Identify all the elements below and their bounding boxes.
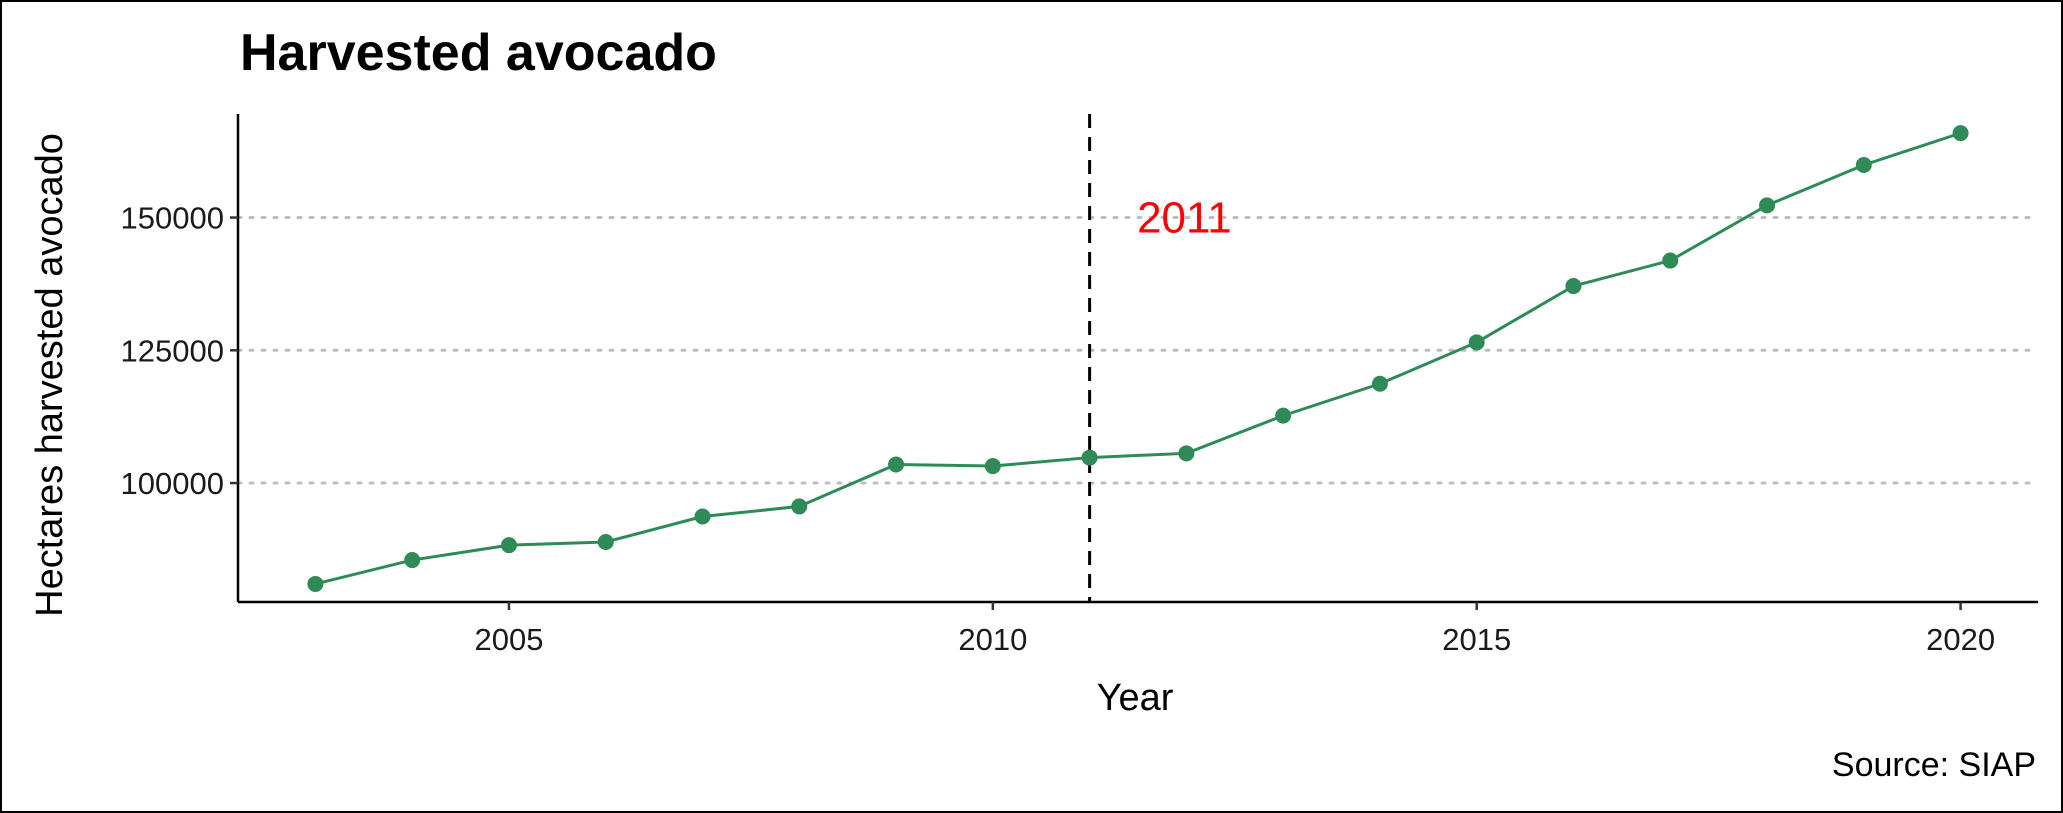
data-point-2007 bbox=[694, 508, 711, 525]
data-point-2009 bbox=[888, 456, 905, 473]
data-point-2017 bbox=[1662, 252, 1679, 269]
y-axis-title: Hectares harvested avocado bbox=[29, 133, 71, 617]
data-point-2003 bbox=[307, 575, 324, 592]
annotation-label: 2011 bbox=[1137, 194, 1232, 243]
chart-title: Harvested avocado bbox=[240, 24, 717, 82]
data-point-2011 bbox=[1081, 449, 1098, 466]
axes bbox=[230, 114, 2038, 610]
data-point-2004 bbox=[404, 552, 421, 569]
x-tick-label-2015: 2015 bbox=[1442, 622, 1511, 657]
series-line bbox=[315, 131, 1962, 586]
data-point-2012 bbox=[1178, 445, 1195, 462]
data-point-2010 bbox=[984, 458, 1001, 475]
source-caption: Source: SIAP bbox=[1832, 746, 2036, 784]
data-point-2008 bbox=[791, 498, 808, 515]
data-point-2014 bbox=[1371, 375, 1388, 392]
gridlines bbox=[236, 216, 2040, 485]
data-point-2020 bbox=[1952, 125, 1969, 142]
data-point-2006 bbox=[597, 533, 614, 550]
data-point-2016 bbox=[1565, 278, 1582, 295]
y-tick-label-150000: 150000 bbox=[121, 201, 224, 236]
series-layer bbox=[307, 125, 1969, 592]
data-point-2019 bbox=[1855, 156, 1872, 173]
x-tick-label-2010: 2010 bbox=[958, 622, 1027, 657]
x-axis-title: Year bbox=[1097, 677, 1174, 719]
data-point-2015 bbox=[1468, 334, 1485, 351]
y-tick-label-100000: 100000 bbox=[121, 466, 224, 501]
x-tick-label-2020: 2020 bbox=[1926, 622, 1995, 657]
x-tick-label-2005: 2005 bbox=[474, 622, 543, 657]
y-tick-label-125000: 125000 bbox=[121, 333, 224, 368]
data-point-2005 bbox=[500, 537, 517, 554]
data-point-2018 bbox=[1759, 197, 1776, 214]
data-point-2013 bbox=[1275, 407, 1292, 424]
tick-labels: 100000 125000 150000 2005 2010 2015 2020 bbox=[121, 201, 1996, 657]
